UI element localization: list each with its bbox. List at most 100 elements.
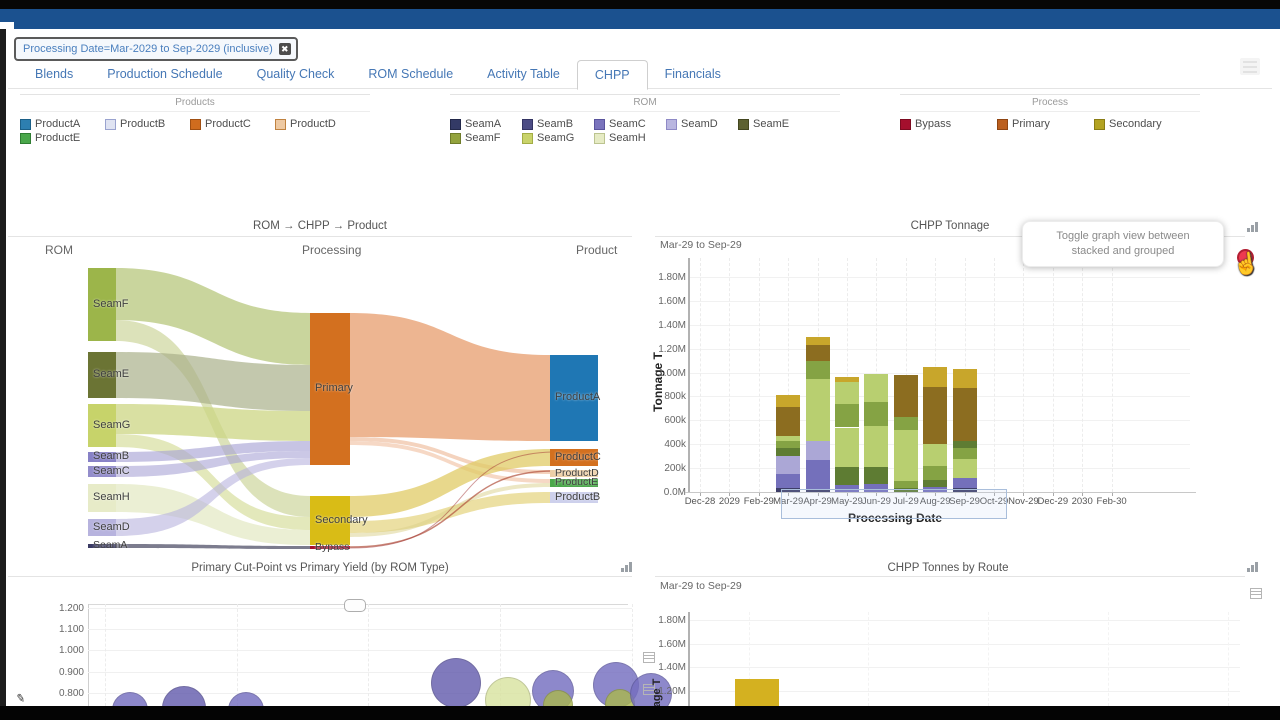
zoom-slider-handle[interactable] (344, 599, 366, 612)
legend-item-seamd[interactable]: SeamD (666, 118, 738, 131)
data-bubble[interactable] (431, 658, 482, 709)
bar-segment-jul-29[interactable] (893, 416, 918, 430)
filter-chip[interactable]: Processing Date=Mar-2029 to Sep-2029 (in… (14, 37, 298, 61)
bar-segment-sep-29[interactable] (952, 368, 977, 389)
bar-segment-sep-29[interactable] (952, 388, 977, 441)
bar-segment-mar-29[interactable] (776, 474, 801, 489)
axis-tick (935, 492, 937, 496)
sankey-node-bypass[interactable] (310, 546, 350, 549)
bar-segment-sep-29[interactable] (952, 458, 977, 478)
bar-segment-apr-29[interactable] (805, 345, 830, 361)
bar-segment-apr-29[interactable] (805, 360, 830, 379)
bar-segment-may-29[interactable] (835, 382, 859, 404)
tab-rom-schedule[interactable]: ROM Schedule (368, 67, 454, 81)
bar-segment-may-29[interactable] (835, 427, 859, 467)
table-view-icon[interactable] (1250, 588, 1262, 599)
bar-segment-aug-29[interactable] (923, 480, 948, 488)
grid-view-icon[interactable] (643, 684, 655, 695)
legend-item-seamc[interactable]: SeamC (594, 118, 666, 131)
sankey-node-productc[interactable] (550, 449, 598, 466)
bar-segment-mar-29[interactable] (776, 456, 801, 475)
legend-item-seamf[interactable]: SeamF (450, 132, 522, 145)
filter-chip-close-icon[interactable]: ✖ (278, 43, 291, 55)
bar-segment-jul-29[interactable] (893, 429, 918, 482)
bar-segment-aug-29[interactable] (923, 444, 948, 466)
sankey-node-productd[interactable] (550, 470, 598, 477)
bar-segment-aug-29[interactable] (923, 465, 948, 481)
bar-segment-may-29[interactable] (835, 466, 859, 485)
legend-item-seama[interactable]: SeamA (450, 118, 522, 131)
sankey-node-seamb[interactable] (88, 452, 116, 462)
sankey-node-seamg[interactable] (88, 404, 116, 447)
bar-segment-jul-29[interactable] (893, 481, 918, 489)
legend-item-primary[interactable]: Primary (997, 118, 1094, 131)
bar-segment-jun-29[interactable] (864, 373, 889, 403)
sankey-node-producte[interactable] (550, 479, 598, 487)
tab-activity-table[interactable]: Activity Table (487, 67, 560, 81)
pin-icon[interactable]: ✎ (14, 692, 27, 706)
bar-segment-sep-29[interactable] (952, 447, 977, 459)
sankey-node-productb[interactable] (550, 492, 598, 503)
bar-segment-may-29[interactable] (835, 484, 859, 492)
legend-item-productb[interactable]: ProductB (105, 118, 190, 131)
bar-segment-apr-29[interactable] (805, 459, 830, 490)
bar-segment-jun-29[interactable] (864, 483, 889, 492)
bar-segment-mar-29[interactable] (776, 435, 801, 441)
axis-reset-icon[interactable] (643, 652, 655, 663)
stack-toggle-button[interactable] (1237, 249, 1254, 266)
chart-type-icon[interactable] (1246, 561, 1259, 573)
date-selection-brush[interactable] (781, 489, 1007, 519)
bar-segment-aug-29[interactable] (923, 386, 948, 445)
bar-segment-apr-29[interactable] (805, 440, 830, 460)
bar-segment-aug-29[interactable] (923, 366, 948, 387)
bar-segment-mar-29[interactable] (776, 447, 801, 457)
bar-segment-may-29[interactable] (835, 403, 859, 428)
tab-blends[interactable]: Blends (35, 67, 74, 81)
chart-type-icon[interactable] (1246, 221, 1259, 233)
legend-item-secondary[interactable]: Secondary (1094, 118, 1191, 131)
sankey-node-secondary[interactable] (310, 496, 350, 545)
sankey-node-producta[interactable] (550, 355, 598, 441)
seamc-swatch-icon (594, 119, 605, 130)
sankey-node-seamf[interactable] (88, 268, 116, 341)
legend-item-productc[interactable]: ProductC (190, 118, 275, 131)
menu-icon[interactable] (1240, 58, 1260, 75)
bar-segment-mar-29[interactable] (776, 440, 801, 448)
bar-segment-jun-29[interactable] (864, 426, 889, 467)
bar-segment-jul-29[interactable] (893, 488, 918, 492)
legend-item-seamb[interactable]: SeamB (522, 118, 594, 131)
bar-segment-jul-29[interactable] (893, 374, 918, 417)
bar-segment-sep-29[interactable] (952, 477, 977, 489)
sankey-node-seama[interactable] (88, 544, 116, 548)
sankey-node-seamd[interactable] (88, 519, 116, 536)
bar-segment-sep-29[interactable] (952, 488, 977, 492)
chart-type-icon[interactable] (620, 561, 633, 573)
sankey-node-seame[interactable] (88, 352, 116, 398)
bar-segment-sep-29[interactable] (952, 440, 977, 448)
legend-item-seamh[interactable]: SeamH (594, 132, 666, 145)
bar-segment-may-29[interactable] (835, 377, 859, 383)
legend-item-producta[interactable]: ProductA (20, 118, 105, 131)
bar-segment-apr-29[interactable] (805, 489, 830, 492)
sankey-node-seamc[interactable] (88, 466, 116, 477)
tab-chpp[interactable]: CHPP (576, 60, 648, 90)
legend-item-productd[interactable]: ProductD (275, 118, 360, 131)
bar-segment-jun-29[interactable] (864, 466, 889, 484)
tab-financials[interactable]: Financials (664, 67, 721, 81)
legend-item-seamg[interactable]: SeamG (522, 132, 594, 145)
tab-quality-check[interactable]: Quality Check (256, 67, 335, 81)
gridline (88, 692, 632, 694)
bar-segment-apr-29[interactable] (805, 336, 830, 346)
bar-segment-mar-29[interactable] (776, 488, 801, 492)
sankey-node-primary[interactable] (310, 313, 350, 465)
sankey-node-seamh[interactable] (88, 484, 116, 512)
bar-segment-mar-29[interactable] (776, 395, 801, 408)
legend-item-producte[interactable]: ProductE (20, 132, 105, 145)
bar-segment-apr-29[interactable] (805, 378, 830, 441)
legend-item-seame[interactable]: SeamE (738, 118, 810, 131)
bar-segment-mar-29[interactable] (776, 407, 801, 436)
bar-segment-jun-29[interactable] (864, 402, 889, 427)
x-tick-label: 2030 (1071, 496, 1093, 507)
tab-production-schedule[interactable]: Production Schedule (107, 67, 223, 81)
legend-item-bypass[interactable]: Bypass (900, 118, 997, 131)
